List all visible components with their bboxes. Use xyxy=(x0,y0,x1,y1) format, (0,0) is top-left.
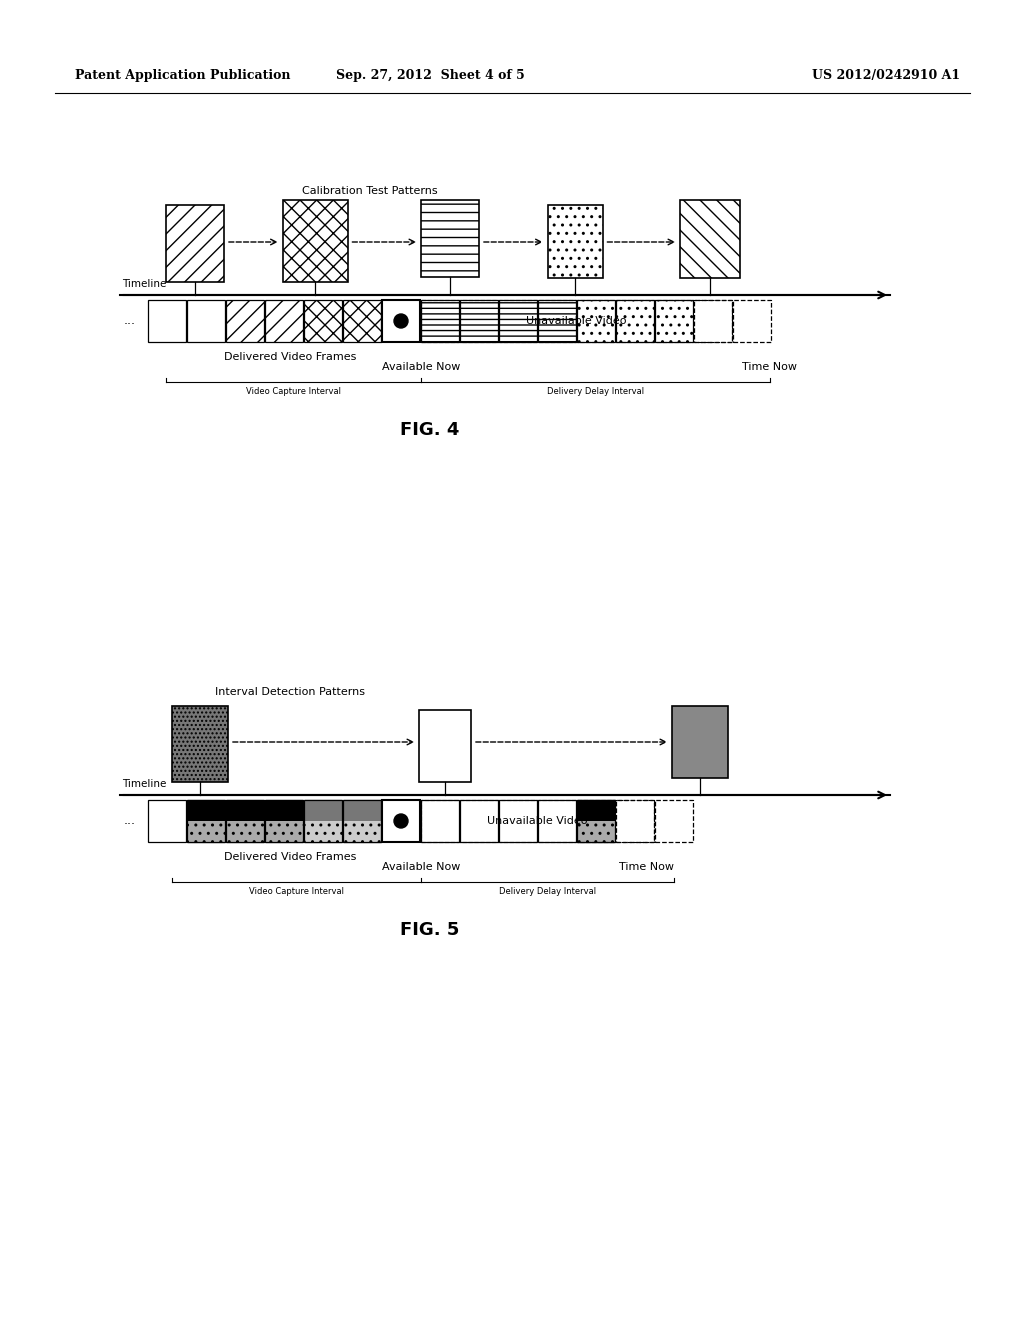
Text: Delivered Video Frames: Delivered Video Frames xyxy=(224,352,356,362)
Text: Sep. 27, 2012  Sheet 4 of 5: Sep. 27, 2012 Sheet 4 of 5 xyxy=(336,69,524,82)
Text: Available Now: Available Now xyxy=(382,362,460,372)
Bar xyxy=(694,300,732,342)
Bar xyxy=(655,800,693,842)
Text: US 2012/0242910 A1: US 2012/0242910 A1 xyxy=(812,69,961,82)
Bar xyxy=(382,800,420,842)
Bar xyxy=(616,800,654,842)
Bar xyxy=(304,800,342,842)
Bar xyxy=(187,800,225,842)
Bar xyxy=(265,300,303,342)
Text: ...: ... xyxy=(124,814,136,828)
Bar xyxy=(343,300,381,342)
Bar xyxy=(421,800,459,842)
Bar xyxy=(166,205,224,282)
Bar xyxy=(226,800,264,842)
Bar xyxy=(265,800,303,842)
Bar xyxy=(265,800,303,821)
Text: Delivery Delay Interval: Delivery Delay Interval xyxy=(499,887,596,896)
Bar xyxy=(226,821,264,842)
Bar xyxy=(382,300,420,342)
Circle shape xyxy=(394,814,408,828)
Text: ...: ... xyxy=(124,314,136,327)
Bar xyxy=(577,800,615,821)
Text: Unavailable Video: Unavailable Video xyxy=(526,315,627,326)
Bar xyxy=(577,821,615,842)
Bar xyxy=(304,821,342,842)
Bar xyxy=(460,800,498,842)
Bar xyxy=(343,821,381,842)
Bar xyxy=(343,800,381,842)
Bar xyxy=(460,300,498,342)
Bar xyxy=(265,821,303,842)
Bar xyxy=(419,710,471,781)
Bar xyxy=(421,201,479,277)
Bar xyxy=(304,800,342,821)
Bar xyxy=(672,706,728,777)
Bar xyxy=(421,800,654,842)
Text: Timeline: Timeline xyxy=(122,779,166,789)
Text: Delivery Delay Interval: Delivery Delay Interval xyxy=(547,387,644,396)
Bar xyxy=(226,800,264,821)
Bar xyxy=(283,201,347,282)
Bar xyxy=(616,300,654,342)
Bar xyxy=(577,800,615,842)
Bar xyxy=(548,205,602,279)
Text: Video Capture Interval: Video Capture Interval xyxy=(246,387,341,396)
Bar xyxy=(226,300,264,342)
Text: FIG. 4: FIG. 4 xyxy=(400,421,460,440)
Bar xyxy=(187,821,225,842)
Circle shape xyxy=(394,314,408,327)
Text: Interval Detection Patterns: Interval Detection Patterns xyxy=(215,686,365,697)
Bar xyxy=(187,800,225,821)
Bar xyxy=(421,300,459,342)
Bar xyxy=(499,300,537,342)
Bar xyxy=(172,706,228,781)
Bar xyxy=(226,800,264,842)
Bar xyxy=(538,300,575,342)
Bar xyxy=(148,800,186,842)
Text: FIG. 5: FIG. 5 xyxy=(400,921,460,939)
Bar xyxy=(187,800,225,842)
Bar xyxy=(538,800,575,842)
Text: Timeline: Timeline xyxy=(122,279,166,289)
Bar xyxy=(421,800,654,842)
Bar xyxy=(343,800,381,821)
Text: Available Now: Available Now xyxy=(382,862,460,873)
Text: Unavailable Video: Unavailable Video xyxy=(487,816,588,826)
Bar xyxy=(577,300,615,342)
Text: Calibration Test Patterns: Calibration Test Patterns xyxy=(302,186,438,195)
Bar xyxy=(733,300,771,342)
Bar xyxy=(187,300,225,342)
Text: Delivered Video Frames: Delivered Video Frames xyxy=(224,851,356,862)
Bar xyxy=(421,300,732,342)
Bar xyxy=(680,201,740,279)
Bar xyxy=(265,800,303,842)
Bar xyxy=(421,300,732,342)
Bar xyxy=(304,800,342,842)
Bar xyxy=(148,300,186,342)
Text: Patent Application Publication: Patent Application Publication xyxy=(75,69,291,82)
Bar xyxy=(577,800,615,842)
Bar xyxy=(343,800,381,842)
Bar xyxy=(655,300,693,342)
Text: Video Capture Interval: Video Capture Interval xyxy=(249,887,344,896)
Text: Time Now: Time Now xyxy=(618,862,674,873)
Text: Time Now: Time Now xyxy=(742,362,798,372)
Bar xyxy=(499,800,537,842)
Bar xyxy=(304,300,342,342)
